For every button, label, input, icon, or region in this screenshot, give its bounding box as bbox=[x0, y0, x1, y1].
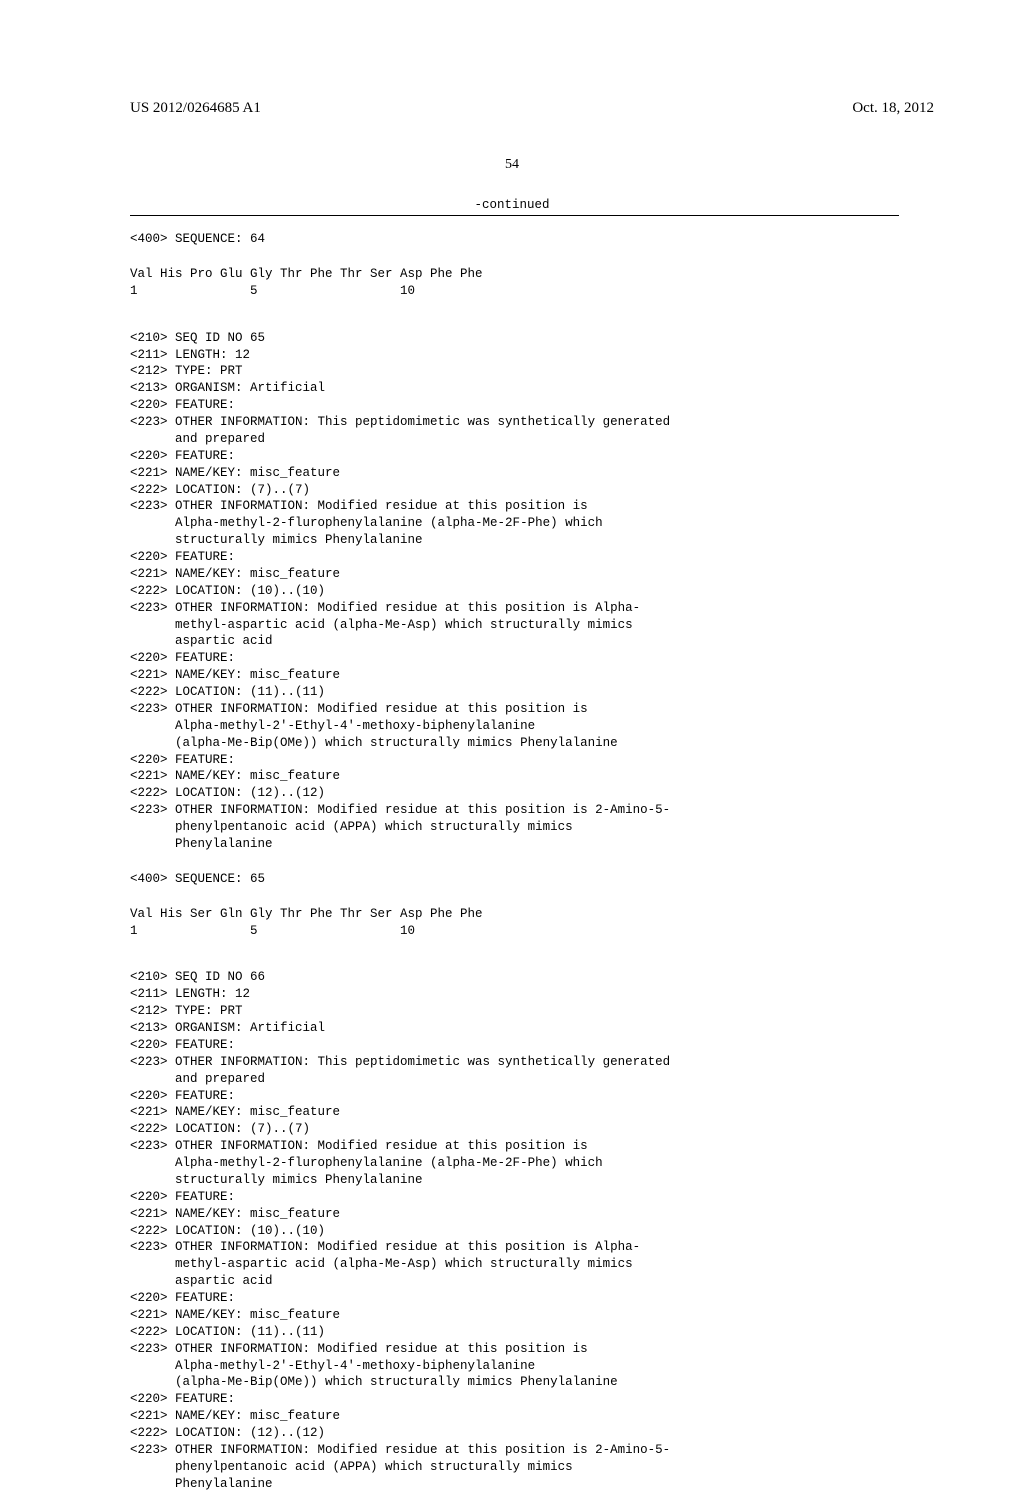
sequence-line: (alpha-Me-Bip(OMe)) which structurally m… bbox=[130, 1374, 899, 1391]
spacer bbox=[130, 300, 899, 318]
sequence-line: Alpha-methyl-2-flurophenylalanine (alpha… bbox=[130, 515, 899, 532]
sequence-line: Alpha-methyl-2-flurophenylalanine (alpha… bbox=[130, 1155, 899, 1172]
sequence-line: 1 5 10 bbox=[130, 283, 899, 300]
sequence-line: <221> NAME/KEY: misc_feature bbox=[130, 1206, 899, 1223]
sequence-line: structurally mimics Phenylalanine bbox=[130, 1172, 899, 1189]
sequence-line: <221> NAME/KEY: misc_feature bbox=[130, 1307, 899, 1324]
sequence-line: <222> LOCATION: (11)..(11) bbox=[130, 1324, 899, 1341]
sequence-line: <222> LOCATION: (7)..(7) bbox=[130, 482, 899, 499]
sequence-line: methyl-aspartic acid (alpha-Me-Asp) whic… bbox=[130, 617, 899, 634]
sequence-line: <400> SEQUENCE: 64 bbox=[130, 231, 899, 248]
publication-number: US 2012/0264685 A1 bbox=[130, 100, 261, 117]
sequence-line: Phenylalanine bbox=[130, 836, 899, 853]
sequence-line: <212> TYPE: PRT bbox=[130, 363, 899, 380]
sequence-listing-content: <400> SEQUENCE: 64 Val His Pro Glu Gly Th… bbox=[0, 216, 1024, 1493]
sequence-line: aspartic acid bbox=[130, 1273, 899, 1290]
sequence-line: <222> LOCATION: (11)..(11) bbox=[130, 684, 899, 701]
spacer bbox=[130, 853, 899, 871]
sequence-line: <210> SEQ ID NO 66 bbox=[130, 969, 899, 986]
sequence-line: <220> FEATURE: bbox=[130, 448, 899, 465]
sequence-line: <400> SEQUENCE: 65 bbox=[130, 871, 899, 888]
sequence-line: <223> OTHER INFORMATION: Modified residu… bbox=[130, 802, 899, 819]
continued-label: -continued bbox=[0, 198, 1024, 212]
publication-date: Oct. 18, 2012 bbox=[852, 100, 934, 117]
sequence-line: <223> OTHER INFORMATION: This peptidomim… bbox=[130, 1054, 899, 1071]
sequence-line: <220> FEATURE: bbox=[130, 752, 899, 769]
sequence-line: <221> NAME/KEY: misc_feature bbox=[130, 1104, 899, 1121]
sequence-line: aspartic acid bbox=[130, 633, 899, 650]
sequence-line: <223> OTHER INFORMATION: Modified residu… bbox=[130, 1442, 899, 1459]
sequence-line: <221> NAME/KEY: misc_feature bbox=[130, 768, 899, 785]
sequence-line: <220> FEATURE: bbox=[130, 1037, 899, 1054]
sequence-line: Alpha-methyl-2'-Ethyl-4'-methoxy-bipheny… bbox=[130, 718, 899, 735]
sequence-line: <212> TYPE: PRT bbox=[130, 1003, 899, 1020]
sequence-line: <213> ORGANISM: Artificial bbox=[130, 1020, 899, 1037]
spacer bbox=[130, 957, 899, 969]
sequence-line: <223> OTHER INFORMATION: Modified residu… bbox=[130, 600, 899, 617]
sequence-line: phenylpentanoic acid (APPA) which struct… bbox=[130, 819, 899, 836]
sequence-line: Phenylalanine bbox=[130, 1476, 899, 1493]
spacer bbox=[130, 888, 899, 906]
sequence-line: methyl-aspartic acid (alpha-Me-Asp) whic… bbox=[130, 1256, 899, 1273]
sequence-line: <211> LENGTH: 12 bbox=[130, 986, 899, 1003]
spacer bbox=[130, 248, 899, 266]
spacer bbox=[130, 939, 899, 957]
sequence-line: <220> FEATURE: bbox=[130, 1088, 899, 1105]
sequence-line: Val His Pro Glu Gly Thr Phe Thr Ser Asp … bbox=[130, 266, 899, 283]
sequence-line: <223> OTHER INFORMATION: Modified residu… bbox=[130, 1239, 899, 1256]
sequence-line: <221> NAME/KEY: misc_feature bbox=[130, 667, 899, 684]
sequence-line: <223> OTHER INFORMATION: Modified residu… bbox=[130, 701, 899, 718]
sequence-line: <220> FEATURE: bbox=[130, 549, 899, 566]
sequence-line: <222> LOCATION: (12)..(12) bbox=[130, 1425, 899, 1442]
sequence-line: <222> LOCATION: (10)..(10) bbox=[130, 583, 899, 600]
sequence-line: Alpha-methyl-2'-Ethyl-4'-methoxy-bipheny… bbox=[130, 1358, 899, 1375]
sequence-line: <220> FEATURE: bbox=[130, 397, 899, 414]
sequence-line: phenylpentanoic acid (APPA) which struct… bbox=[130, 1459, 899, 1476]
sequence-line: <223> OTHER INFORMATION: Modified residu… bbox=[130, 498, 899, 515]
sequence-line: <213> ORGANISM: Artificial bbox=[130, 380, 899, 397]
page-header: US 2012/0264685 A1 Oct. 18, 2012 bbox=[0, 0, 1024, 117]
sequence-line: Val His Ser Gln Gly Thr Phe Thr Ser Asp … bbox=[130, 906, 899, 923]
sequence-line: <221> NAME/KEY: misc_feature bbox=[130, 566, 899, 583]
sequence-line: <221> NAME/KEY: misc_feature bbox=[130, 1408, 899, 1425]
sequence-line: <221> NAME/KEY: misc_feature bbox=[130, 465, 899, 482]
sequence-line: <211> LENGTH: 12 bbox=[130, 347, 899, 364]
sequence-line: structurally mimics Phenylalanine bbox=[130, 532, 899, 549]
sequence-line: <223> OTHER INFORMATION: This peptidomim… bbox=[130, 414, 899, 431]
sequence-line: <223> OTHER INFORMATION: Modified residu… bbox=[130, 1341, 899, 1358]
sequence-line: <220> FEATURE: bbox=[130, 1290, 899, 1307]
sequence-line: <220> FEATURE: bbox=[130, 1189, 899, 1206]
sequence-line: <220> FEATURE: bbox=[130, 650, 899, 667]
page-number: 54 bbox=[0, 157, 1024, 173]
sequence-line: <222> LOCATION: (10)..(10) bbox=[130, 1223, 899, 1240]
sequence-line: <222> LOCATION: (12)..(12) bbox=[130, 785, 899, 802]
sequence-line: <220> FEATURE: bbox=[130, 1391, 899, 1408]
sequence-line: <210> SEQ ID NO 65 bbox=[130, 330, 899, 347]
sequence-line: 1 5 10 bbox=[130, 923, 899, 940]
spacer bbox=[130, 318, 899, 330]
sequence-line: <222> LOCATION: (7)..(7) bbox=[130, 1121, 899, 1138]
sequence-line: and prepared bbox=[130, 431, 899, 448]
sequence-line: (alpha-Me-Bip(OMe)) which structurally m… bbox=[130, 735, 899, 752]
sequence-line: and prepared bbox=[130, 1071, 899, 1088]
sequence-line: <223> OTHER INFORMATION: Modified residu… bbox=[130, 1138, 899, 1155]
